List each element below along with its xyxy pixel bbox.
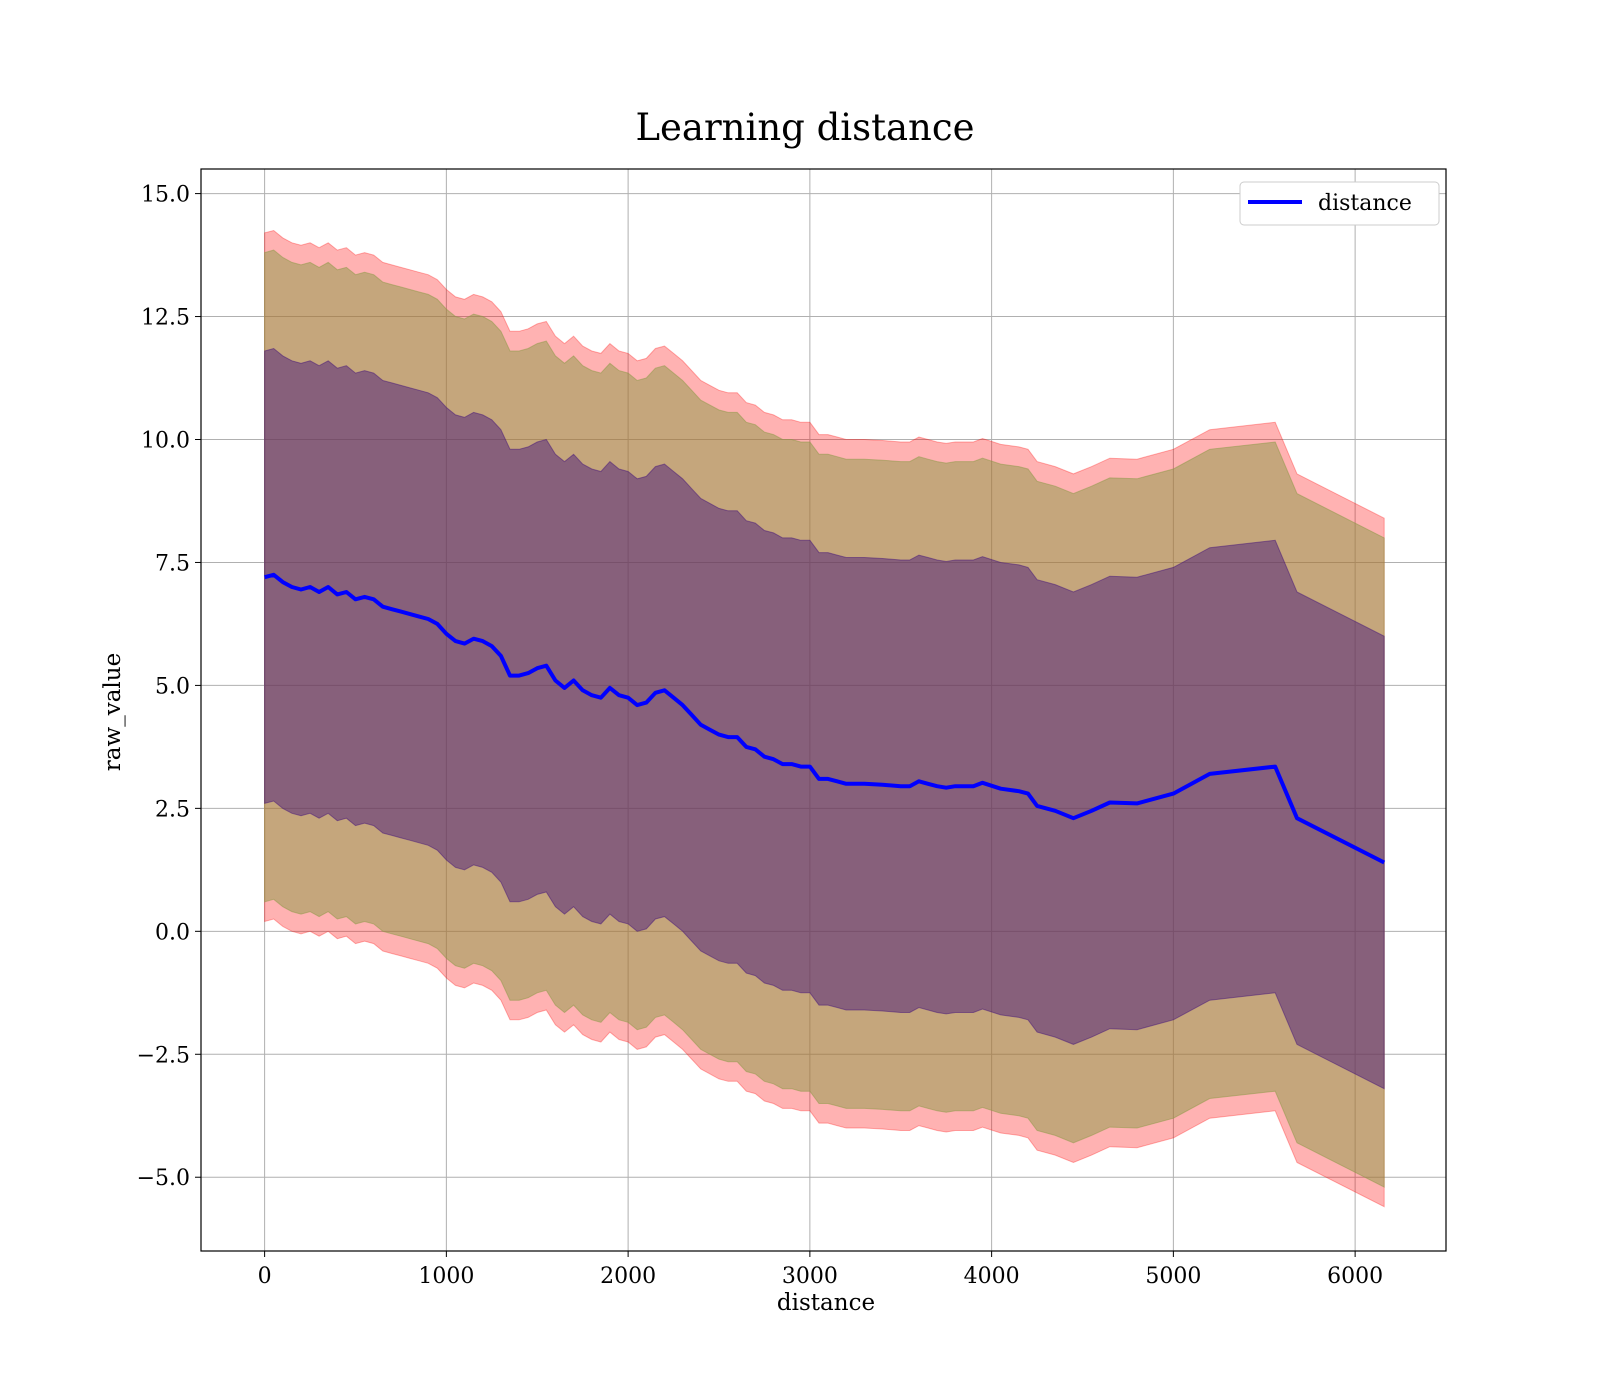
legend-label: distance [1318, 191, 1412, 216]
middle-band [264, 249, 1385, 1188]
legend-box [1239, 181, 1440, 226]
y-tick-label: 5.0 [155, 674, 190, 699]
x-tick-label: 4000 [964, 1264, 1020, 1289]
line-layer [264, 572, 1386, 865]
y-tick-label: −5.0 [137, 1166, 190, 1191]
plot-frame [200, 168, 1447, 1252]
inner-band [264, 347, 1385, 1090]
y-tick-label: −2.5 [137, 1043, 190, 1068]
y-axis-label: raw_value [100, 653, 126, 771]
y-tick-label: 12.5 [141, 306, 190, 331]
x-axis-label: distance [777, 1290, 875, 1316]
band-layer [264, 229, 1385, 1208]
y-tick-label: 15.0 [141, 183, 190, 208]
legend: distance [1239, 181, 1440, 226]
x-tick-label: 1000 [418, 1264, 474, 1289]
chart-title: Learning distance [635, 106, 974, 149]
tick-layer: 0 1000 2000 3000 4000 5000 6000 −5.0 −2.5 0.0 2.5 5… [137, 183, 1384, 1289]
y-tick-label: 0.0 [155, 920, 190, 945]
x-tick-label: 6000 [1327, 1264, 1383, 1289]
x-tick-label: 5000 [1145, 1264, 1201, 1289]
y-tick-label: 2.5 [155, 797, 190, 822]
y-tick-label: 10.0 [141, 429, 190, 454]
x-tick-label: 3000 [782, 1264, 838, 1289]
y-tick-label: 7.5 [155, 551, 190, 576]
x-tick-label: 0 [258, 1264, 272, 1289]
x-tick-label: 2000 [600, 1264, 656, 1289]
series-line-distance [264, 572, 1386, 865]
